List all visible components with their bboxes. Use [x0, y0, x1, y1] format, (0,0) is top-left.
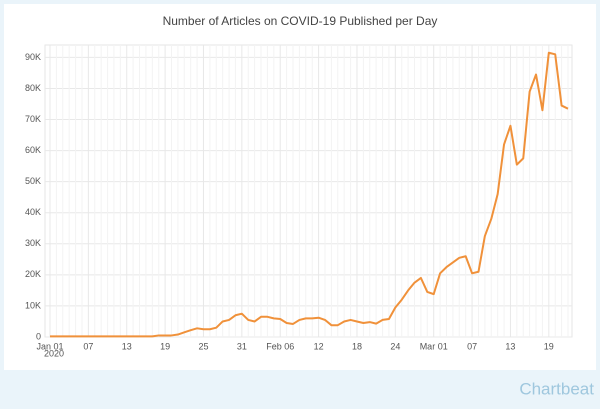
y-tick-label: 10K [25, 300, 41, 310]
y-tick-label: 70K [25, 114, 41, 124]
chart-title: Number of Articles on COVID-19 Published… [163, 14, 438, 28]
logo: Chartbeat [519, 379, 594, 398]
y-tick-label: 80K [25, 83, 41, 93]
x-tick-label: 31 [237, 341, 247, 351]
y-tick-label: 90K [25, 52, 41, 62]
x-tick-label: Mar 01 [420, 341, 448, 351]
data-line [50, 51, 569, 338]
x-tick-label: 13 [122, 341, 132, 351]
x-tick-label: 24 [390, 341, 400, 351]
y-tick-label: 0 [36, 331, 41, 341]
x-tick-label: 25 [198, 341, 208, 351]
y-tick-label: 40K [25, 207, 41, 217]
card [4, 4, 596, 370]
x-tick-label: 18 [352, 341, 362, 351]
y-tick-label: 50K [25, 176, 41, 186]
x-tick-label: 19 [160, 341, 170, 351]
y-tick-label: 20K [25, 269, 41, 279]
y-tick-label: 30K [25, 238, 41, 248]
x-tick-label: Jan 01 [36, 341, 63, 351]
year-label: 2020 [44, 348, 64, 358]
x-tick-label: Feb 06 [266, 341, 294, 351]
y-tick-label: 60K [25, 145, 41, 155]
x-tick-label: 13 [505, 341, 515, 351]
x-tick-label: 07 [467, 341, 477, 351]
x-tick-label: 07 [83, 341, 93, 351]
x-tick-label: 12 [314, 341, 324, 351]
x-tick-label: 19 [544, 341, 554, 351]
